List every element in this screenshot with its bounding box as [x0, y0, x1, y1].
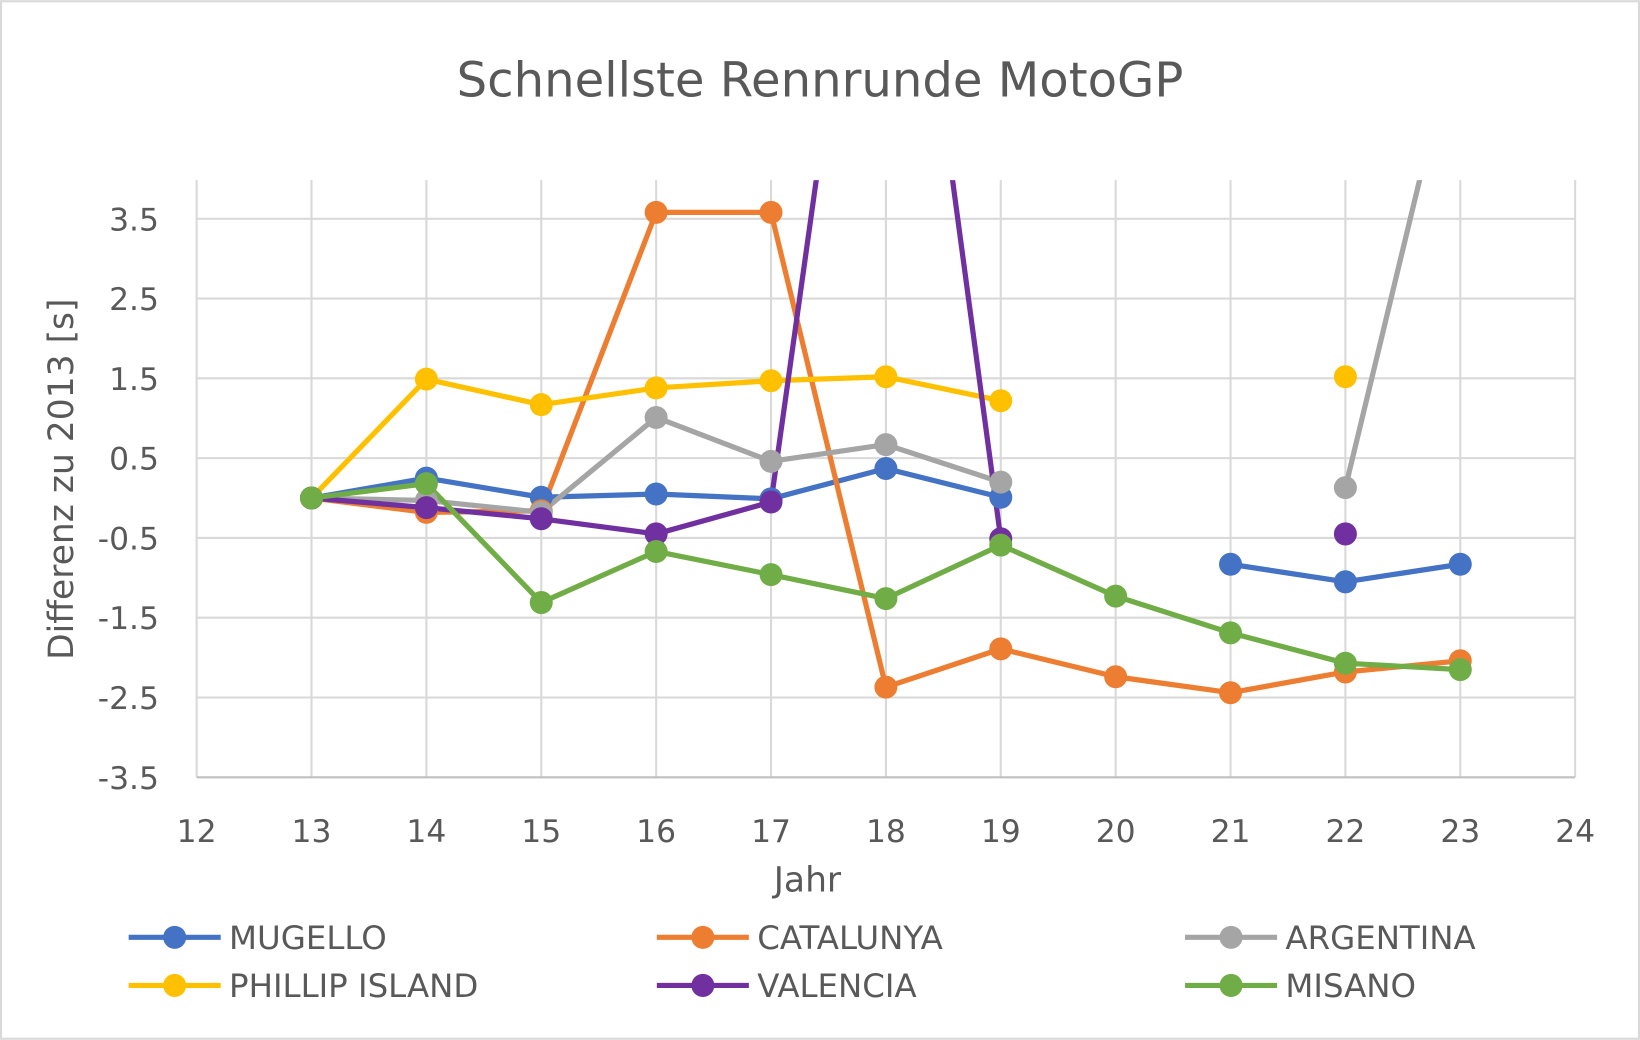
- data-point-misano: [1104, 584, 1128, 608]
- data-point-catalunya: [1104, 665, 1128, 689]
- data-point-misano: [644, 539, 668, 563]
- data-point-argentina: [644, 405, 668, 429]
- x-tick-label: 18: [866, 814, 906, 850]
- data-point-argentina: [874, 433, 898, 457]
- data-point-catalunya: [644, 200, 668, 224]
- x-tick-label: 23: [1440, 814, 1480, 850]
- data-point-valencia: [759, 490, 783, 514]
- y-tick-label: -3.5: [98, 761, 159, 797]
- data-point-valencia: [414, 496, 438, 520]
- data-point-misano: [989, 533, 1013, 557]
- data-point-argentina: [1333, 476, 1357, 500]
- legend-label: MUGELLO: [229, 919, 387, 957]
- data-point-catalunya: [759, 200, 783, 224]
- data-point-mugello: [644, 482, 668, 506]
- data-point-argentina: [759, 449, 783, 473]
- x-tick-label: 12: [177, 814, 217, 850]
- data-point-phillip-island: [874, 365, 898, 389]
- data-point-valencia: [1333, 522, 1357, 546]
- legend-marker: [691, 973, 715, 997]
- y-tick-label: 3.5: [109, 202, 159, 238]
- data-point-mugello: [1219, 552, 1243, 576]
- x-tick-label: 24: [1555, 814, 1595, 850]
- y-tick-label: 2.5: [109, 282, 159, 318]
- data-point-misano: [759, 563, 783, 587]
- data-point-catalunya: [989, 637, 1013, 661]
- x-tick-label: 21: [1211, 814, 1251, 850]
- y-tick-label: -1.5: [98, 601, 159, 637]
- data-point-mugello: [874, 457, 898, 481]
- data-point-phillip-island: [414, 367, 438, 391]
- data-point-phillip-island: [989, 389, 1013, 413]
- data-point-valencia: [644, 522, 668, 546]
- x-tick-label: 15: [521, 814, 561, 850]
- data-point-misano: [1448, 658, 1472, 682]
- data-point-catalunya: [874, 675, 898, 699]
- x-tick-label: 17: [751, 814, 791, 850]
- x-tick-label: 16: [636, 814, 676, 850]
- x-tick-label: 13: [292, 814, 332, 850]
- x-tick-label: 14: [406, 814, 446, 850]
- data-point-catalunya: [1219, 681, 1243, 705]
- legend-label: MISANO: [1285, 967, 1416, 1005]
- series-line-argentina: [1342, 180, 1423, 489]
- data-point-misano: [414, 472, 438, 496]
- legend-marker: [163, 925, 187, 949]
- data-point-misano: [529, 591, 553, 615]
- chart-title: Schnellste Rennrunde MotoGP: [457, 52, 1184, 108]
- data-point-mugello: [1333, 570, 1357, 594]
- data-point-phillip-island: [1333, 365, 1357, 389]
- legend-label: ARGENTINA: [1285, 919, 1475, 957]
- x-axis-label: Jahr: [772, 860, 842, 900]
- y-axis-label: Differenz zu 2013 [s]: [42, 299, 82, 660]
- y-tick-label: 1.5: [109, 362, 159, 398]
- axes: 12 13 14 15 16 17 18 19 20 21 22 23 24 -3.5 -2.5 -1.5 -0…: [98, 180, 1595, 850]
- legend-marker: [691, 925, 715, 949]
- x-tick-label: 20: [1096, 814, 1136, 850]
- data-point-argentina: [989, 470, 1013, 494]
- legend-marker: [1219, 973, 1243, 997]
- data-point-phillip-island: [644, 376, 668, 400]
- legend-label: PHILLIP ISLAND: [229, 967, 478, 1005]
- legend-marker: [163, 973, 187, 997]
- y-tick-label: 0.5: [109, 442, 159, 478]
- data-point-mugello: [1448, 552, 1472, 576]
- legend-marker: [1219, 925, 1243, 949]
- data-point-misano: [1219, 621, 1243, 645]
- legend: MUGELLO CATALUNYA ARGENTINA PHILLIP ISLAND V…: [128, 919, 1476, 1005]
- data-point-misano: [874, 587, 898, 611]
- x-tick-label: 19: [981, 814, 1021, 850]
- data-point-phillip-island: [529, 393, 553, 417]
- y-tick-label: -2.5: [98, 681, 159, 717]
- data-point-phillip-island: [759, 369, 783, 393]
- data-point-misano: [1333, 651, 1357, 675]
- x-tick-label: 22: [1325, 814, 1365, 850]
- y-tick-label: -0.5: [98, 521, 159, 557]
- data-point-valencia: [529, 507, 553, 531]
- legend-label: CATALUNYA: [757, 919, 943, 957]
- legend-label: VALENCIA: [757, 967, 916, 1005]
- series-markers: [300, 200, 1472, 705]
- data-point-misano: [300, 486, 324, 510]
